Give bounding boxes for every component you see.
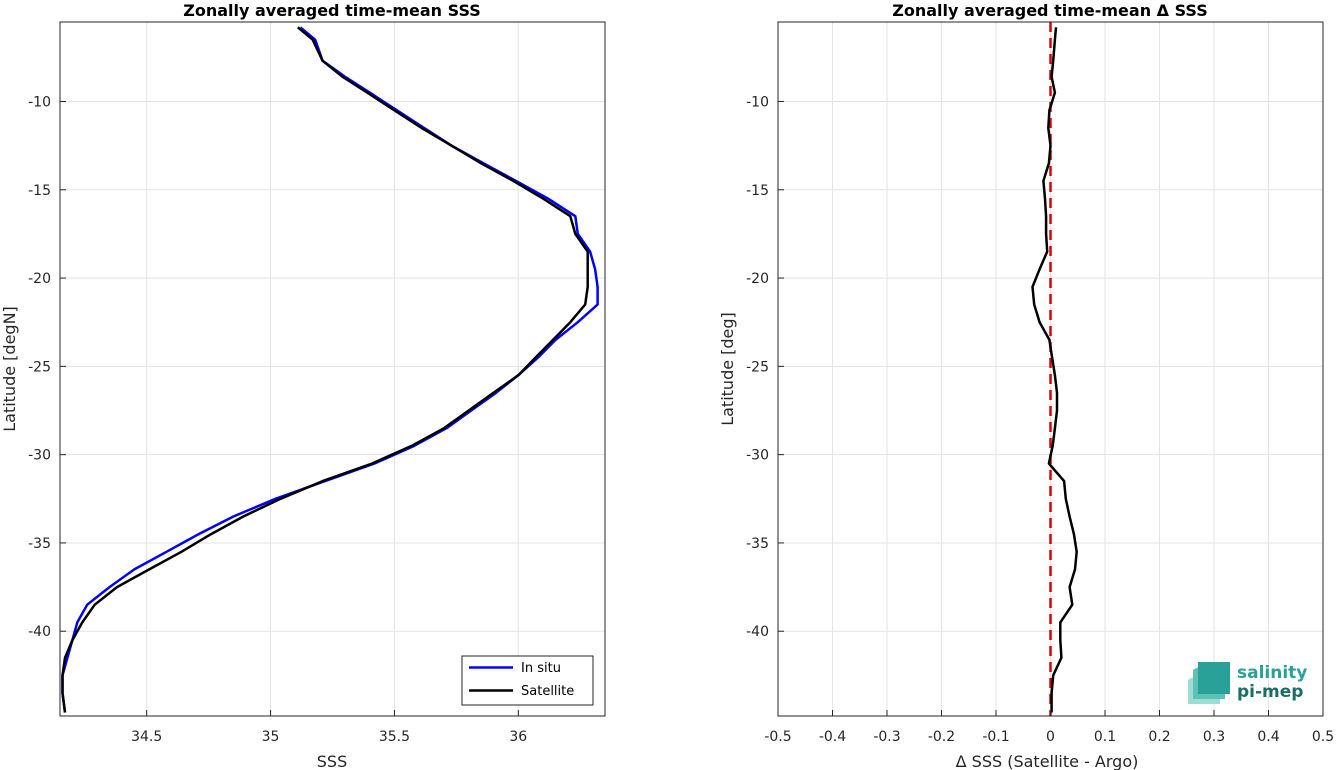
- y-tick-label: -30: [746, 448, 769, 464]
- series-line-delta-sss: [1031, 27, 1078, 713]
- y-tick-label: -25: [28, 359, 51, 375]
- y-tick-label: -15: [28, 183, 51, 199]
- salinity-pi-mep-logo: salinity pi-mep: [1188, 662, 1307, 704]
- right-series: [1031, 27, 1078, 713]
- y-tick-label: -20: [746, 271, 769, 287]
- x-tick-label: 0.4: [1257, 729, 1279, 745]
- x-tick-label: 0.1: [1094, 729, 1116, 745]
- series-line-satellite: [61, 26, 589, 713]
- left-chart-title: Zonally averaged time-mean SSS: [183, 1, 481, 20]
- x-tick-label: -0.4: [819, 729, 846, 745]
- x-tick-label: 35: [262, 729, 280, 745]
- panel-right-delta-sss: -0.5 -0.4 -0.3 -0.2 -0.1 0 0.1 0.2 0.3 0.4 0.5 -10 -…: [718, 1, 1334, 770]
- x-tick-label: -0.2: [928, 729, 955, 745]
- x-tick-label: -0.5: [764, 729, 791, 745]
- y-tick-label: -40: [28, 624, 51, 640]
- left-axes-background: [60, 22, 605, 716]
- x-tick-label: -0.3: [873, 729, 900, 745]
- right-chart-title: Zonally averaged time-mean Δ SSS: [892, 1, 1208, 20]
- left-x-axis-label: SSS: [317, 752, 347, 770]
- legend-label-satellite: Satellite: [521, 684, 574, 699]
- right-x-axis-label: Δ SSS (Satellite - Argo): [956, 752, 1139, 770]
- wave-stack-icon: [1188, 662, 1230, 704]
- y-tick-label: -15: [746, 183, 769, 199]
- panel-left-sss: 34.5 35 35.5 36 -10 -15 -20 -25 -30 -35 -40 Zonall…: [0, 1, 606, 770]
- left-series: [61, 26, 599, 713]
- x-tick-label: 0.3: [1203, 729, 1225, 745]
- left-gridlines: [60, 22, 605, 716]
- left-ticks: 34.5 35 35.5 36 -10 -15 -20 -25 -30 -35 -40: [28, 94, 527, 745]
- right-y-axis-label: Latitude [deg]: [718, 312, 737, 426]
- y-tick-label: -35: [746, 536, 769, 552]
- y-tick-label: -10: [28, 94, 51, 110]
- x-tick-label: 0.5: [1312, 729, 1334, 745]
- right-ticks: -0.5 -0.4 -0.3 -0.2 -0.1 0 0.1 0.2 0.3 0.4 0.5 -10 -…: [746, 94, 1334, 745]
- x-tick-label: 0: [1046, 729, 1055, 745]
- left-y-axis-label: Latitude [degN]: [0, 306, 19, 432]
- x-tick-label: 36: [509, 729, 527, 745]
- x-tick-label: 34.5: [131, 729, 162, 745]
- y-tick-label: -10: [746, 94, 769, 110]
- y-tick-label: -30: [28, 448, 51, 464]
- logo-text-salinity: salinity: [1237, 663, 1307, 683]
- left-axes-box: [59, 21, 606, 717]
- x-tick-label: -0.1: [982, 729, 1009, 745]
- y-tick-label: -20: [28, 271, 51, 287]
- legend-box: [461, 655, 594, 706]
- x-tick-label: 35.5: [379, 729, 410, 745]
- y-tick-label: -35: [28, 536, 51, 552]
- legend-label-in-situ: In situ: [521, 661, 561, 676]
- logo-text-pi-mep: pi-mep: [1237, 682, 1303, 702]
- legend: In situ Satellite: [461, 655, 594, 706]
- y-tick-label: -25: [746, 359, 769, 375]
- x-tick-label: 0.2: [1148, 729, 1170, 745]
- y-tick-label: -40: [746, 624, 769, 640]
